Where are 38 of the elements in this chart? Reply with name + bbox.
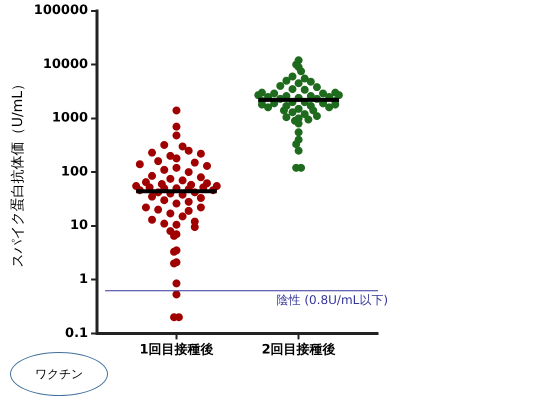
point xyxy=(306,78,315,86)
point xyxy=(254,91,262,100)
point xyxy=(297,67,306,76)
point xyxy=(294,146,303,155)
y-tick-label: 1000 xyxy=(52,110,88,126)
point xyxy=(294,128,303,136)
x-tick-label: 1回目接種後 xyxy=(139,342,214,358)
y-tick-label: 100 xyxy=(60,164,88,180)
point xyxy=(270,89,278,98)
point xyxy=(282,113,290,122)
y-tick-label: 1 xyxy=(79,272,88,288)
point xyxy=(304,116,312,124)
y-tick-label: 0.1 xyxy=(65,326,88,341)
ref-line-label: 陰性 (0.8U/mL以下) xyxy=(276,292,388,307)
x-tick-label: 2回目接種後 xyxy=(262,342,336,358)
point xyxy=(288,108,296,116)
y-axis-title: スパイク蛋白抗体価（U/mL） xyxy=(10,76,26,268)
y-tick-label: 100000 xyxy=(34,3,88,18)
point xyxy=(264,103,272,112)
point xyxy=(280,106,288,114)
point xyxy=(319,89,328,98)
y-tick-label: 10 xyxy=(70,218,88,234)
point xyxy=(292,140,300,148)
point xyxy=(282,76,290,85)
point xyxy=(312,83,321,92)
point xyxy=(288,85,296,94)
point xyxy=(312,112,321,120)
point xyxy=(294,79,303,88)
point xyxy=(334,91,343,100)
point xyxy=(300,74,309,83)
y-tick-label: 10000 xyxy=(42,56,88,72)
speech-bubble: ワクチン xyxy=(10,352,108,396)
point xyxy=(325,103,334,112)
point xyxy=(288,72,296,80)
point xyxy=(309,106,318,114)
point xyxy=(276,82,284,90)
point xyxy=(300,86,309,94)
point xyxy=(294,104,303,113)
